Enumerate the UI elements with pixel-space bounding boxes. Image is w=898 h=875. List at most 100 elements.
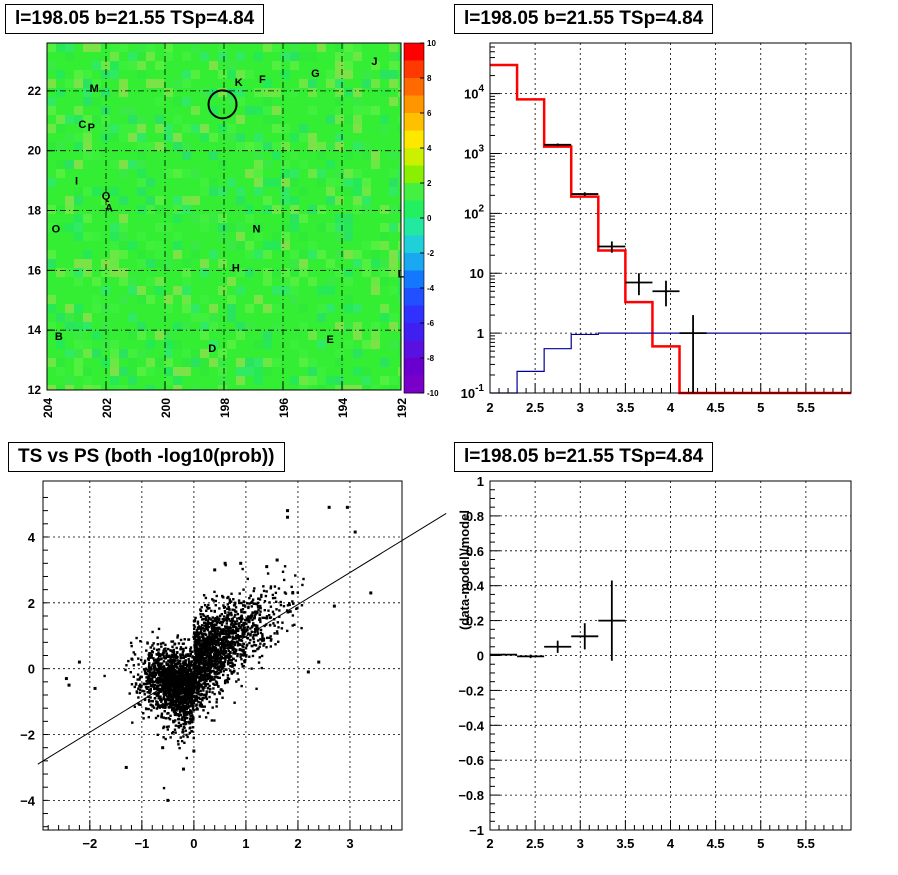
scatter-point: [221, 638, 224, 641]
scatter-point: [159, 683, 162, 687]
scatter-point: [190, 660, 194, 663]
scatter-point: [211, 642, 214, 646]
map-pixel: [191, 214, 200, 223]
scatter-point: [181, 687, 184, 690]
map-pixel: [353, 196, 362, 205]
scatter-point: [143, 661, 147, 664]
scatter-point: [236, 633, 239, 637]
map-pixel: [155, 124, 164, 133]
scatter-point: [232, 647, 235, 651]
scatter-point: [152, 662, 155, 665]
map-pixel: [263, 358, 272, 367]
scatter-point: [243, 627, 246, 630]
scatter-point: [177, 661, 181, 664]
map-pixel: [101, 322, 110, 331]
scatter-point: [186, 680, 190, 683]
scatter-point: [162, 736, 165, 739]
map-pixel: [65, 160, 74, 169]
map-pixel: [83, 88, 92, 97]
map-pixel: [137, 124, 146, 133]
map-pixel: [263, 106, 272, 115]
scatter-point: [195, 654, 198, 657]
map-pixel: [290, 286, 299, 295]
scatter-point: [203, 624, 206, 627]
map-pixel: [317, 376, 326, 385]
map-pixel: [218, 367, 227, 376]
map-pixel: [92, 115, 101, 124]
scatter-point: [155, 685, 158, 689]
y-tick-label: 0.6: [466, 544, 484, 559]
scatter-point: [217, 618, 221, 622]
map-pixel: [398, 277, 401, 286]
scatter-point: [197, 676, 201, 679]
map-pixel: [155, 97, 164, 106]
map-pixel: [299, 52, 308, 61]
scatter-point: [144, 685, 148, 689]
map-pixel: [263, 160, 272, 169]
scatter-point: [294, 574, 297, 577]
scatter-point: [213, 634, 216, 637]
scatter-point: [286, 604, 290, 607]
scatter-point: [213, 628, 216, 632]
scatter-point: [183, 638, 186, 641]
scatter-point: [218, 656, 221, 660]
scatter-point: [147, 679, 150, 683]
scatter-point: [224, 629, 227, 632]
scatter-point: [242, 628, 246, 631]
map-pixel: [263, 43, 272, 52]
scatter-point: [208, 631, 211, 634]
map-pixel: [101, 187, 110, 196]
colorbar-segment: [404, 218, 424, 236]
scatter-point: [223, 660, 227, 664]
scatter-point: [216, 636, 219, 639]
map-pixel: [74, 331, 83, 340]
scatter-point: [165, 695, 169, 698]
scatter-point: [157, 648, 161, 651]
scatter-point: [182, 698, 186, 701]
scatter-point: [281, 570, 285, 573]
scatter-point: [266, 572, 270, 575]
scatter-point: [176, 713, 180, 716]
scatter-point: [171, 693, 175, 696]
scatter-point: [240, 618, 243, 621]
map-pixel: [83, 115, 92, 124]
scatter-point: [222, 619, 226, 622]
map-pixel: [119, 250, 128, 259]
map-pixel: [227, 97, 236, 106]
scatter-point: [168, 718, 172, 721]
map-pixel: [182, 142, 191, 151]
map-pixel: [110, 259, 119, 268]
map-pixel: [281, 223, 290, 232]
scatter-point: [190, 711, 193, 715]
scatter-point: [253, 643, 256, 647]
scatter-point: [179, 662, 182, 666]
map-pixel: [173, 340, 182, 349]
scatter-point: [223, 681, 227, 685]
map-pixel: [281, 124, 290, 133]
map-pixel: [398, 367, 401, 376]
scatter-point: [142, 712, 145, 715]
scatter-point: [149, 672, 153, 675]
scatter-point: [214, 666, 218, 670]
scatter-point: [205, 657, 208, 660]
scatter-point: [162, 726, 165, 730]
scatter-point: [170, 679, 173, 683]
scatter-point: [158, 662, 162, 666]
map-pixel: [299, 232, 308, 241]
map-pixel: [308, 250, 317, 259]
map-pixel: [236, 133, 245, 142]
scatter-point: [166, 684, 169, 687]
scatter-point: [205, 605, 209, 609]
colorbar-segment: [404, 78, 424, 96]
scatter-point: [194, 652, 197, 655]
scatter-point: [222, 635, 225, 639]
scatter-point: [191, 681, 194, 684]
scatter-point: [194, 672, 197, 675]
scatter-point: [238, 648, 241, 651]
scatter-point: [142, 683, 145, 686]
scatter-point: [280, 627, 284, 630]
map-pixel: [146, 142, 155, 151]
map-pixel: [362, 187, 371, 196]
map-pixel: [173, 367, 182, 376]
scatter-point: [181, 718, 184, 721]
